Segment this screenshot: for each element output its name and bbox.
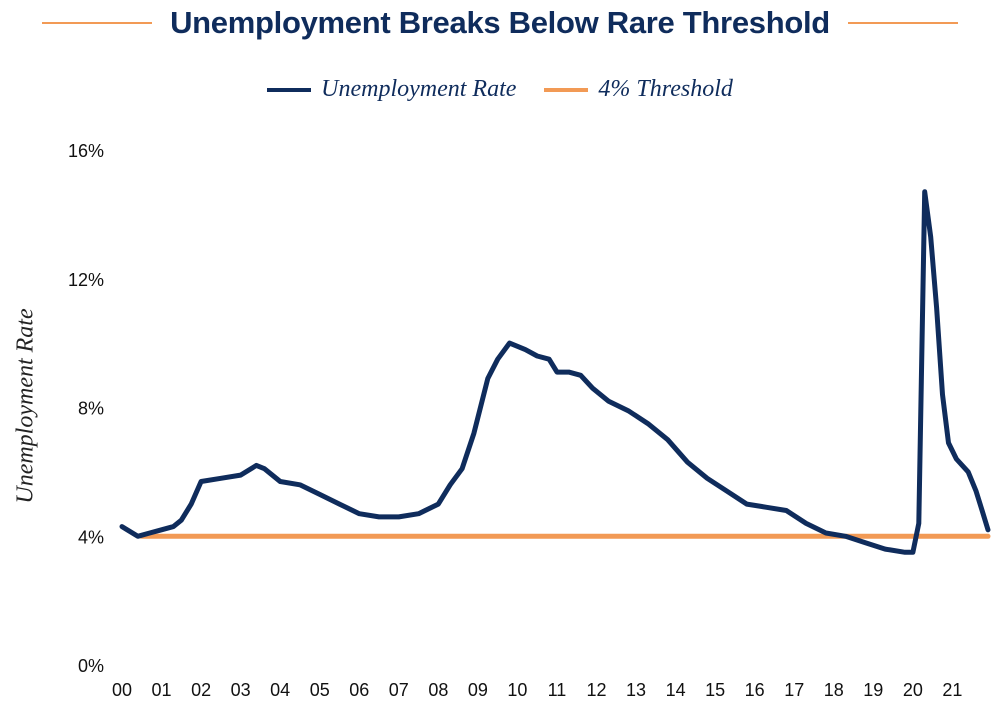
legend-label-unemployment: Unemployment Rate <box>321 76 517 102</box>
x-tick-label: 12 <box>587 680 607 700</box>
x-tick-label: 14 <box>666 680 686 700</box>
x-tick-label: 06 <box>349 680 369 700</box>
x-tick-label: 00 <box>112 680 132 700</box>
y-tick-label: 8% <box>78 399 104 419</box>
y-tick-label: 0% <box>78 656 104 676</box>
title-row: Unemployment Breaks Below Rare Threshold <box>0 0 1000 46</box>
legend-label-threshold: 4% Threshold <box>598 76 733 102</box>
x-tick-label: 07 <box>389 680 409 700</box>
x-tick-label: 08 <box>428 680 448 700</box>
x-tick-label: 03 <box>231 680 251 700</box>
x-tick-label: 10 <box>507 680 527 700</box>
x-tick-label: 13 <box>626 680 646 700</box>
y-tick-label: 16% <box>68 141 104 161</box>
legend-item-unemployment: Unemployment Rate <box>267 76 516 103</box>
y-tick-label: 4% <box>78 527 104 547</box>
x-tick-label: 15 <box>705 680 725 700</box>
legend-swatch-threshold <box>544 87 589 92</box>
x-tick-label: 21 <box>942 680 962 700</box>
title-rule-right <box>847 22 958 24</box>
x-tick-label: 04 <box>270 680 290 700</box>
x-tick-label: 09 <box>468 680 488 700</box>
x-tick-label: 18 <box>824 680 844 700</box>
legend: Unemployment Rate 4% Threshold <box>0 76 1000 103</box>
x-tick-label: 16 <box>745 680 765 700</box>
x-tick-label: 02 <box>191 680 211 700</box>
x-tick-label: 19 <box>863 680 883 700</box>
x-tick-label: 11 <box>548 680 567 700</box>
title-rule-left <box>42 22 153 24</box>
x-tick-label: 20 <box>903 680 923 700</box>
legend-swatch-unemployment <box>267 87 312 92</box>
x-tick-label: 01 <box>152 680 172 700</box>
y-tick-label: 12% <box>68 270 104 290</box>
chart-title: Unemployment Breaks Below Rare Threshold <box>170 5 830 40</box>
series-line-unemployment-rate <box>119 189 991 555</box>
legend-item-threshold: 4% Threshold <box>544 76 733 103</box>
x-tick-label: 17 <box>784 680 804 700</box>
x-tick-label: 05 <box>310 680 330 700</box>
